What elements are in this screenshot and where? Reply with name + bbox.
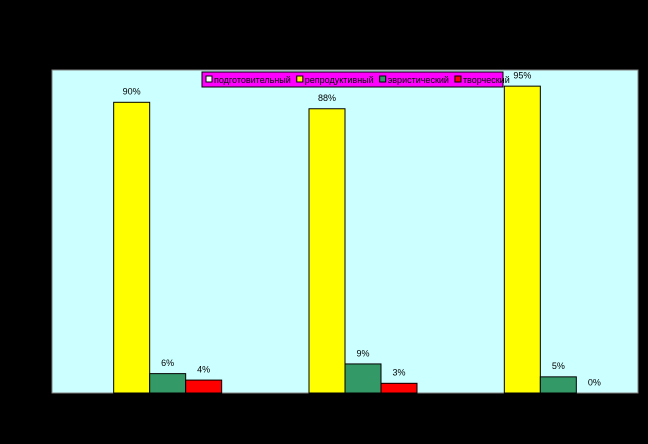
legend-swatch — [454, 75, 462, 83]
value-label: 5% — [552, 361, 565, 371]
value-label: 6% — [161, 358, 174, 368]
bar — [185, 379, 223, 394]
bar — [149, 373, 187, 394]
legend-label: эвристический — [388, 75, 449, 85]
value-label: 9% — [356, 348, 369, 358]
legend — [201, 71, 504, 88]
bar — [113, 101, 151, 394]
value-label: 4% — [197, 364, 210, 374]
bar — [344, 363, 382, 394]
bar — [380, 382, 418, 394]
legend-swatch — [379, 75, 387, 83]
legend-label: творческий — [463, 75, 510, 85]
value-label: 90% — [123, 87, 141, 97]
value-label: 3% — [392, 368, 405, 378]
value-label: 0% — [588, 377, 601, 387]
legend-swatch — [296, 75, 304, 83]
legend-swatch — [205, 75, 213, 83]
value-label: 95% — [513, 71, 531, 81]
value-label: 88% — [318, 93, 336, 103]
bar — [308, 108, 346, 394]
bar — [539, 376, 577, 394]
legend-label: репродуктивный — [305, 75, 374, 85]
legend-label: подготовительный — [214, 75, 291, 85]
bar — [503, 85, 541, 394]
